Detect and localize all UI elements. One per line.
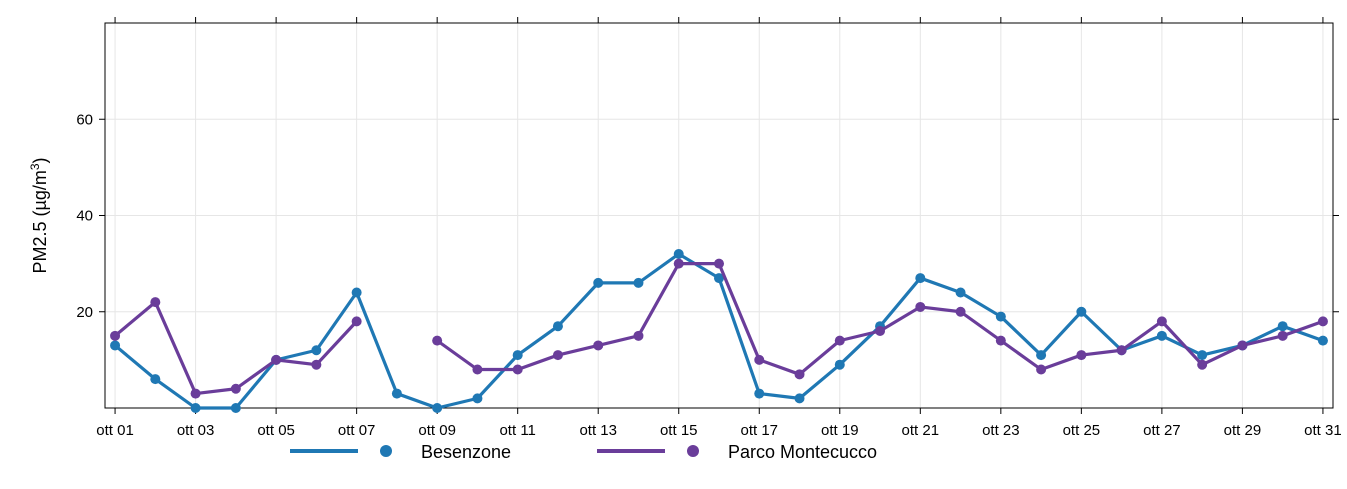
x-tick-label: ott 25 <box>1063 422 1101 439</box>
data-point <box>190 403 201 413</box>
data-point <box>633 277 644 288</box>
x-tick-label: ott 11 <box>499 422 535 439</box>
legend-marker-swatch <box>380 445 392 457</box>
x-tick-label: ott 27 <box>1143 422 1181 439</box>
data-point <box>552 350 563 361</box>
data-point <box>673 249 684 259</box>
data-point <box>714 273 724 284</box>
y-tick-label: 60 <box>76 111 93 128</box>
data-point <box>834 359 845 370</box>
x-tick-label: ott 29 <box>1224 422 1262 439</box>
legend-label: Besenzone <box>421 442 511 462</box>
data-point <box>754 354 765 365</box>
data-point <box>995 335 1006 346</box>
data-point <box>995 311 1006 322</box>
data-point <box>593 340 604 351</box>
legend-item: Besenzone <box>290 442 511 462</box>
data-point <box>472 364 483 375</box>
data-point <box>794 369 805 380</box>
series-besenzone <box>110 249 1328 413</box>
data-point <box>794 393 805 404</box>
x-tick-label: ott 15 <box>660 422 698 439</box>
data-point <box>391 388 402 399</box>
data-point <box>1197 359 1208 370</box>
y-axis-label-close: ) <box>30 157 50 163</box>
data-point <box>1156 330 1167 341</box>
data-point <box>230 403 241 413</box>
data-point <box>552 321 563 332</box>
x-tick-label: ott 07 <box>338 422 376 439</box>
series-parco-montecucco <box>110 258 1328 399</box>
series-layer <box>110 249 1328 413</box>
x-tick-label: ott 19 <box>821 422 859 439</box>
data-point <box>1156 316 1167 327</box>
x-tick-label: ott 21 <box>902 422 940 439</box>
data-point <box>1076 350 1087 361</box>
data-point <box>1317 316 1328 327</box>
y-axis-label-main: PM2.5 (µg/m <box>30 170 50 273</box>
y-tick-label: 40 <box>76 208 93 225</box>
data-point <box>351 316 362 327</box>
x-tick-label: ott 13 <box>579 422 617 439</box>
x-tick-label: ott 05 <box>257 422 295 439</box>
data-point <box>150 374 161 385</box>
data-point <box>1076 306 1087 317</box>
data-point <box>915 273 926 284</box>
legend-item: Parco Montecucco <box>597 442 877 462</box>
x-tick-label: ott 01 <box>96 422 134 439</box>
data-point <box>1317 335 1328 346</box>
legend-label: Parco Montecucco <box>728 442 877 462</box>
grid-lines <box>105 23 1333 408</box>
data-point <box>1197 350 1208 361</box>
y-axis-label-sup: 3 <box>28 163 42 170</box>
data-point <box>512 350 523 361</box>
data-point <box>190 388 201 399</box>
data-point <box>1116 345 1127 356</box>
y-axis-label: PM2.5 (µg/m3) <box>28 157 50 273</box>
data-point <box>512 364 523 375</box>
x-tick-label: ott 03 <box>177 422 215 439</box>
y-tick-label: 20 <box>76 304 93 321</box>
data-point <box>150 297 161 308</box>
legend: Besenzone Parco Montecucco <box>290 442 877 462</box>
data-point <box>432 403 443 413</box>
legend-marker-swatch <box>687 445 699 457</box>
x-tick-label: ott 31 <box>1304 422 1342 439</box>
x-tick-label: ott 23 <box>982 422 1020 439</box>
x-tick-label: ott 17 <box>740 422 778 439</box>
data-point <box>955 306 966 317</box>
data-point <box>673 258 684 269</box>
data-point <box>633 330 644 341</box>
data-point <box>714 258 724 269</box>
data-point <box>271 354 282 365</box>
data-point <box>1237 340 1248 351</box>
data-point <box>593 277 604 288</box>
axes: ott 01 ott 03 ott 05 ott 07 ott 09 ott 11 ott … <box>76 17 1342 439</box>
data-point <box>834 335 845 346</box>
data-point <box>110 340 121 351</box>
data-point <box>351 287 362 298</box>
data-point <box>754 388 765 399</box>
data-point <box>311 345 322 356</box>
data-point <box>1036 364 1047 375</box>
data-point <box>875 326 886 336</box>
data-point <box>230 383 241 394</box>
x-tick-label: ott 09 <box>418 422 456 439</box>
series-line <box>436 262 1324 376</box>
data-point <box>915 301 926 312</box>
data-point <box>311 359 322 370</box>
data-point <box>472 393 483 404</box>
data-point <box>432 335 443 346</box>
data-point <box>1036 350 1047 361</box>
data-point <box>1277 321 1288 332</box>
data-point <box>955 287 966 298</box>
data-point <box>110 330 121 341</box>
data-point <box>1277 330 1288 341</box>
